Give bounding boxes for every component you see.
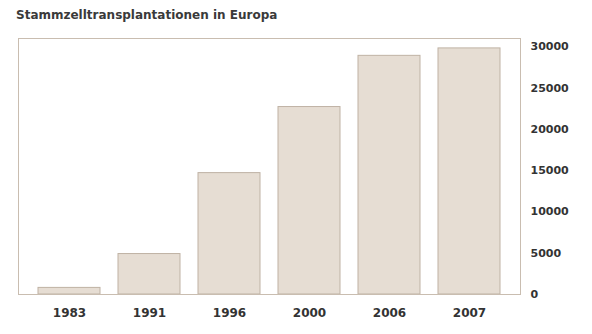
svg-text:1983: 1983	[53, 306, 86, 320]
svg-text:5000: 5000	[531, 247, 562, 260]
svg-text:30000: 30000	[531, 40, 570, 53]
svg-text:0: 0	[531, 288, 539, 301]
svg-text:2007: 2007	[453, 306, 486, 320]
svg-text:10000: 10000	[531, 205, 570, 218]
svg-text:1991: 1991	[133, 306, 166, 320]
svg-text:20000: 20000	[531, 123, 570, 136]
svg-text:15000: 15000	[531, 164, 570, 177]
html-text:Stammzelltransplantationen in: Stammzelltransplantationen in Europa	[16, 8, 278, 22]
svg-text:2000: 2000	[293, 306, 326, 320]
svg-text:25000: 25000	[531, 82, 570, 95]
svg-text:2006: 2006	[373, 306, 406, 320]
svg-text:1996: 1996	[213, 306, 246, 320]
